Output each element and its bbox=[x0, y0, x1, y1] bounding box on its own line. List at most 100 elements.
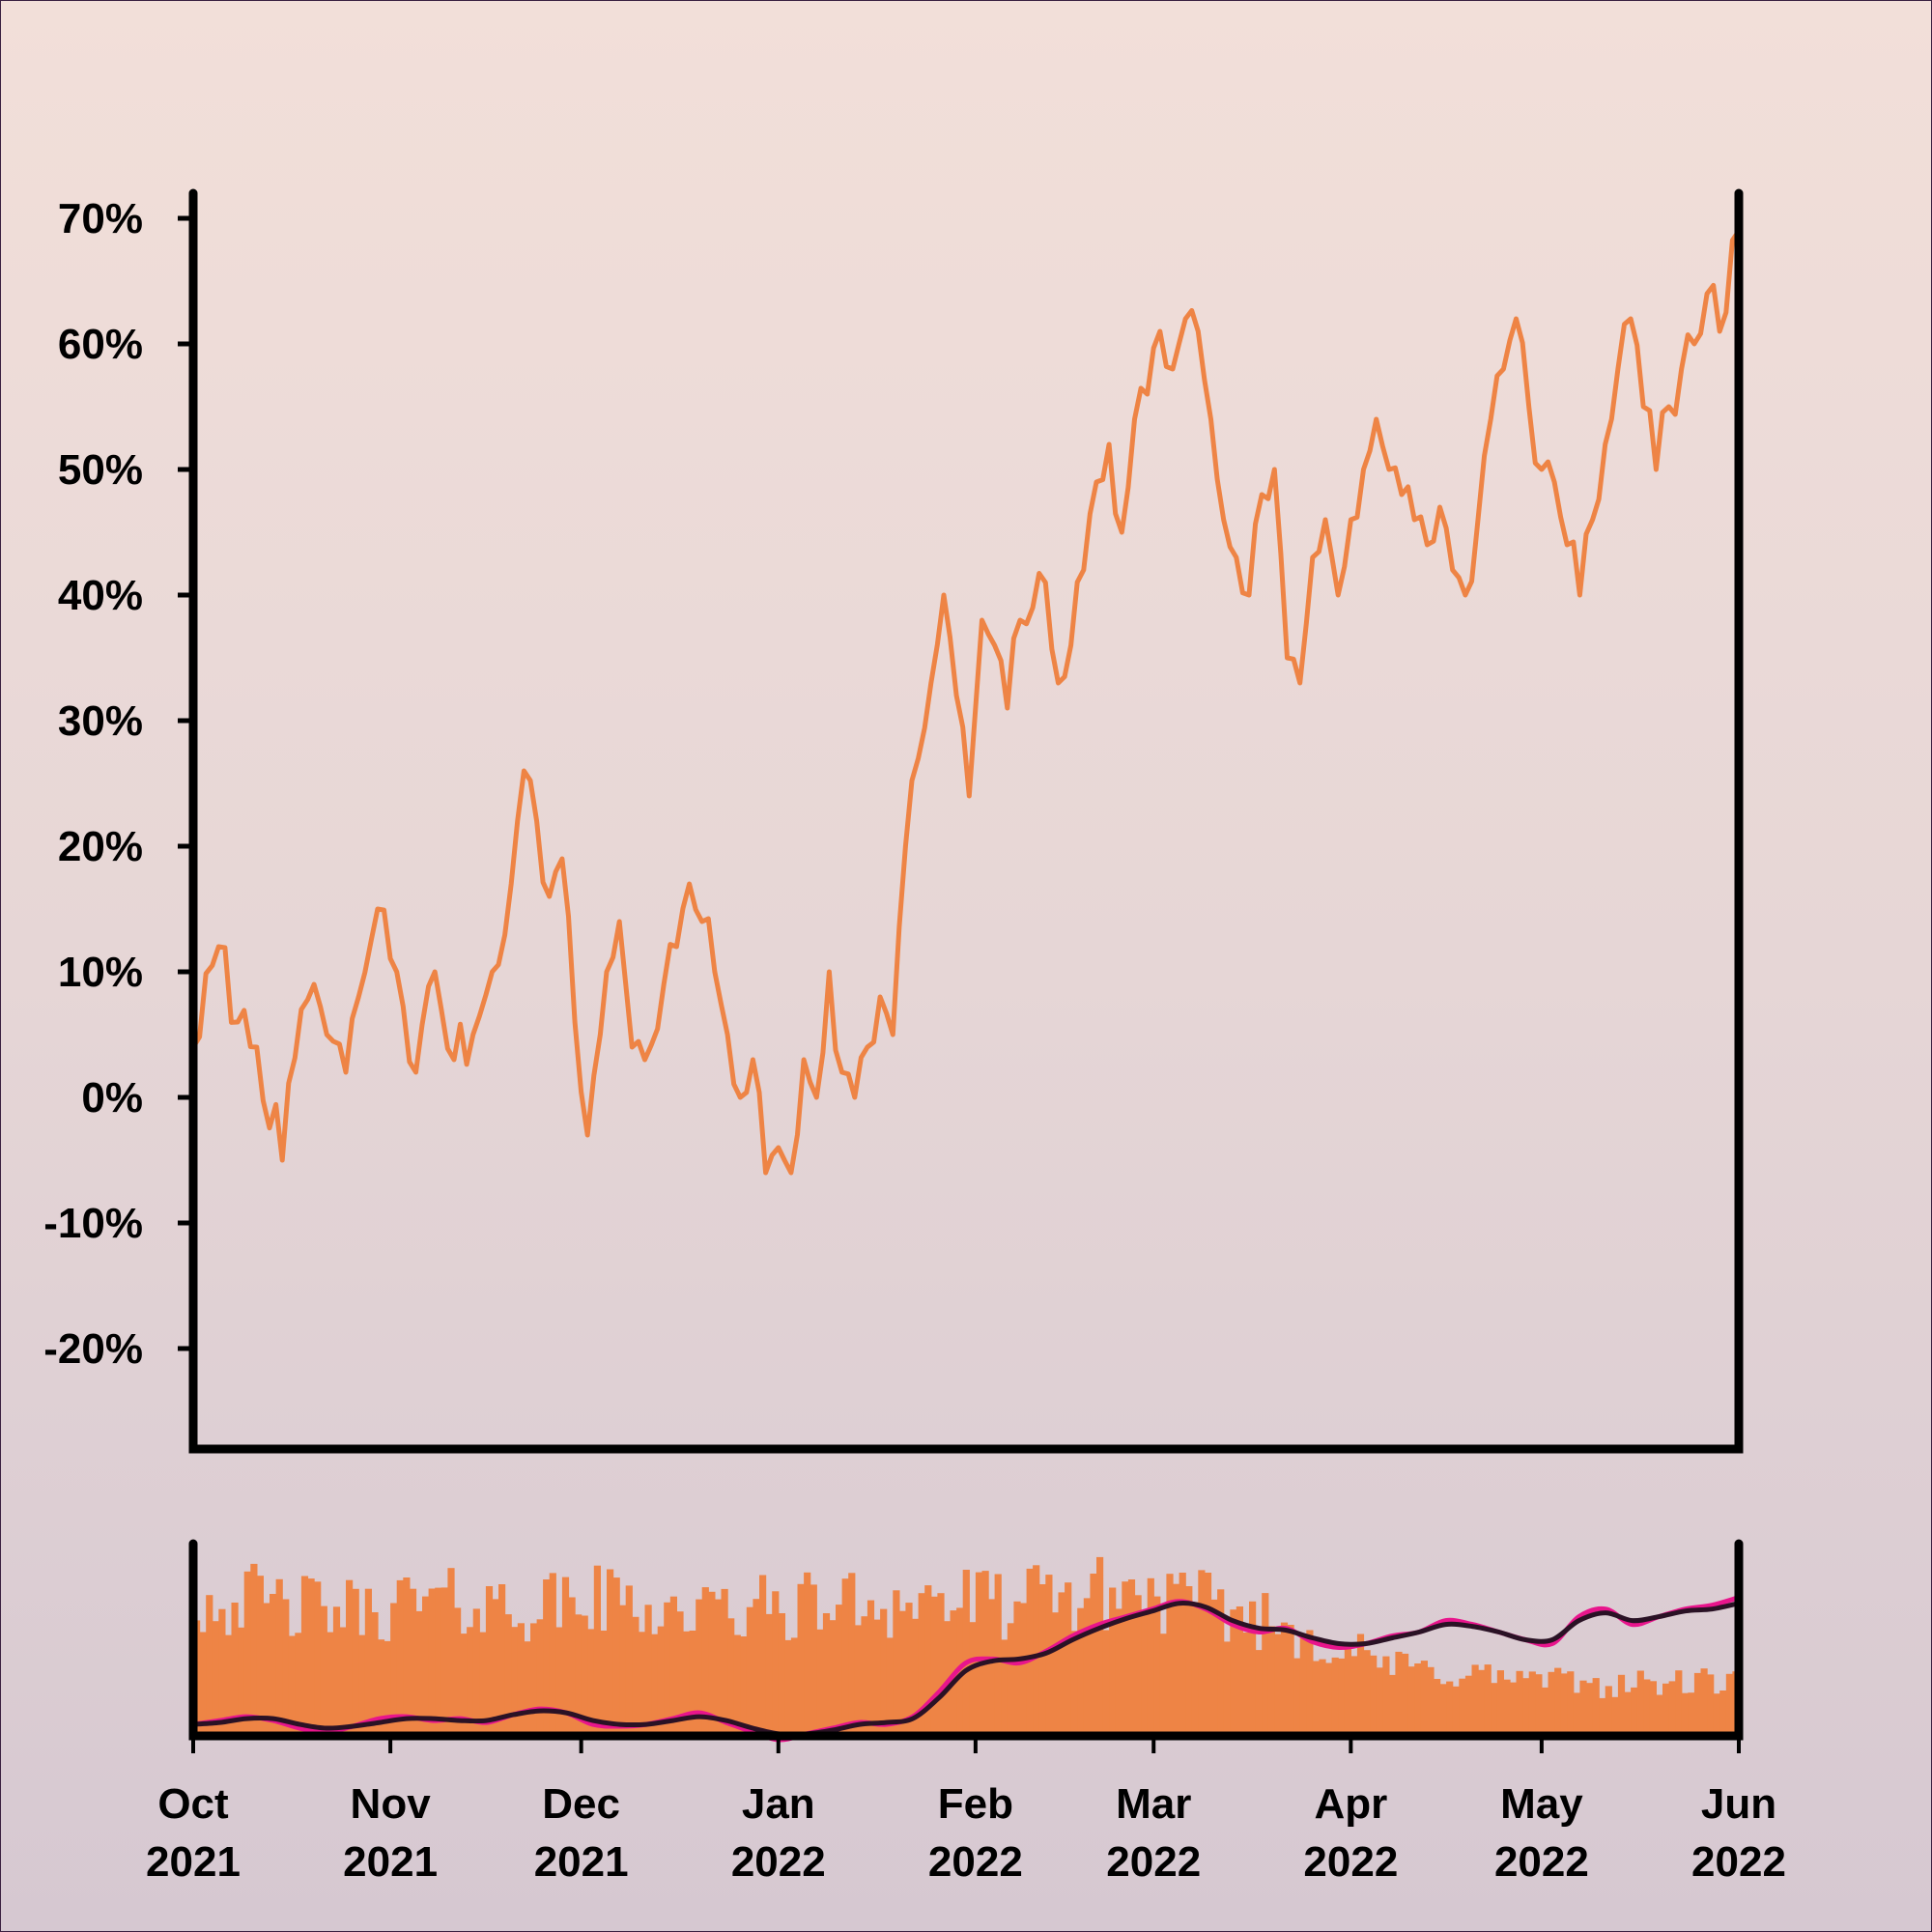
volume-bar bbox=[944, 1621, 952, 1736]
volume-bar bbox=[1528, 1671, 1536, 1736]
x-tick-label-year: 2022 bbox=[1691, 1838, 1786, 1886]
volume-bar bbox=[759, 1575, 767, 1736]
volume-bar bbox=[561, 1577, 570, 1736]
volume-bar bbox=[867, 1600, 875, 1736]
volume-bar bbox=[1402, 1653, 1409, 1736]
volume-bar bbox=[854, 1625, 862, 1736]
volume-bar bbox=[1115, 1608, 1122, 1736]
volume-bar bbox=[740, 1636, 748, 1736]
volume-bar bbox=[575, 1614, 582, 1736]
y-tick-label: 10% bbox=[58, 949, 143, 996]
volume-bar bbox=[1325, 1662, 1333, 1736]
price-line bbox=[190, 229, 1742, 1176]
volume-bar bbox=[300, 1576, 309, 1736]
volume-bar bbox=[1173, 1583, 1180, 1736]
volume-bar bbox=[1464, 1675, 1473, 1736]
volume-bar bbox=[1713, 1693, 1720, 1736]
volume-bar bbox=[1249, 1601, 1257, 1736]
volume-bar bbox=[1350, 1656, 1358, 1736]
volume-bar bbox=[619, 1605, 627, 1736]
volume-bar bbox=[1522, 1678, 1530, 1736]
x-tick-label-year: 2022 bbox=[1106, 1838, 1201, 1886]
volume-bar bbox=[1452, 1686, 1460, 1736]
volume-bar bbox=[428, 1588, 436, 1736]
volume-bar bbox=[772, 1591, 780, 1736]
volume-bar bbox=[1446, 1681, 1454, 1736]
volume-bar bbox=[937, 1593, 945, 1736]
volume-bar bbox=[1407, 1666, 1415, 1736]
volume-bar bbox=[1656, 1694, 1663, 1736]
volume-bar bbox=[1725, 1673, 1733, 1736]
volume-bar bbox=[1376, 1667, 1383, 1736]
volume-bar bbox=[396, 1579, 404, 1736]
x-tick-label-month: Nov bbox=[351, 1780, 432, 1828]
volume-bar bbox=[212, 1621, 219, 1736]
volume-bar bbox=[1153, 1596, 1161, 1736]
volume-bar bbox=[492, 1599, 499, 1736]
main-axes bbox=[188, 188, 1744, 1454]
volume-bar bbox=[733, 1634, 741, 1736]
volume-bar bbox=[314, 1581, 322, 1736]
volume-bar bbox=[1586, 1683, 1594, 1736]
x-tick-label-month: Apr bbox=[1314, 1780, 1387, 1828]
volume-bar bbox=[1631, 1687, 1638, 1736]
volume-bar bbox=[435, 1587, 442, 1736]
volume-bar bbox=[447, 1568, 455, 1736]
volume-bar bbox=[765, 1613, 773, 1736]
volume-bar bbox=[479, 1632, 487, 1736]
volume-bar bbox=[1127, 1579, 1136, 1736]
volume-bar bbox=[1077, 1607, 1085, 1736]
volume-bar bbox=[848, 1573, 856, 1736]
volume-bar bbox=[1001, 1639, 1009, 1736]
x-tick-label-month: Jan bbox=[742, 1780, 815, 1828]
x-tick-label-month: Dec bbox=[542, 1780, 620, 1828]
volume-bar bbox=[657, 1626, 665, 1736]
x-tick-label-month: Mar bbox=[1116, 1780, 1191, 1828]
volume-bar bbox=[1274, 1634, 1282, 1736]
volume-bar bbox=[1013, 1601, 1021, 1736]
volume-bar bbox=[1548, 1671, 1555, 1736]
volume-bar bbox=[727, 1618, 735, 1736]
slow-average-line bbox=[192, 1601, 1740, 1738]
volume-bar bbox=[352, 1588, 359, 1736]
volume-bar bbox=[371, 1612, 379, 1736]
volume-bar bbox=[1210, 1599, 1218, 1736]
volume-bar bbox=[517, 1623, 525, 1736]
volume-bar bbox=[1287, 1625, 1294, 1736]
volume-bar bbox=[1700, 1668, 1708, 1736]
volume-bar bbox=[243, 1571, 251, 1736]
volume-bar bbox=[1516, 1670, 1523, 1736]
volume-bar bbox=[1096, 1556, 1104, 1736]
volume-bar bbox=[797, 1583, 805, 1736]
volume-bar bbox=[822, 1613, 831, 1736]
volume-panel: Oct 2021 Nov 2021 Dec 2021 Jan 2022 Feb 2022 Mar 20… bbox=[146, 1539, 1786, 1886]
volume-bar bbox=[1719, 1690, 1727, 1736]
volume-axes bbox=[188, 1539, 1744, 1741]
volume-bar bbox=[994, 1574, 1002, 1736]
volume-bar bbox=[1058, 1592, 1065, 1736]
volume-bar bbox=[511, 1627, 519, 1736]
volume-bar bbox=[676, 1611, 684, 1736]
y-tick-label: 30% bbox=[58, 697, 143, 745]
main-panel: -20% -10% 0% 10% 20% 30% 40% 50% 60% 70% bbox=[43, 188, 1744, 1454]
volume-bar bbox=[346, 1579, 354, 1736]
volume-bar bbox=[390, 1603, 398, 1736]
volume-bar bbox=[593, 1565, 601, 1736]
volume-bar bbox=[701, 1587, 709, 1736]
volume-bar bbox=[1668, 1681, 1676, 1736]
volume-bar bbox=[810, 1584, 817, 1736]
volume-bar bbox=[270, 1594, 277, 1736]
volume-bar bbox=[543, 1579, 551, 1736]
volume-bar bbox=[1491, 1683, 1498, 1736]
volume-bar bbox=[1255, 1650, 1263, 1736]
x-tick-label-year: 2021 bbox=[343, 1838, 438, 1886]
volume-bar bbox=[288, 1635, 296, 1736]
volume-bar bbox=[1191, 1602, 1199, 1736]
volume-bar bbox=[549, 1573, 556, 1736]
volume-bar bbox=[638, 1632, 646, 1736]
volume-bar bbox=[1217, 1589, 1225, 1736]
volume-bar bbox=[1427, 1666, 1435, 1736]
volume-bar bbox=[1070, 1631, 1078, 1736]
volume-bar bbox=[199, 1632, 207, 1736]
volume-bar bbox=[282, 1599, 290, 1736]
